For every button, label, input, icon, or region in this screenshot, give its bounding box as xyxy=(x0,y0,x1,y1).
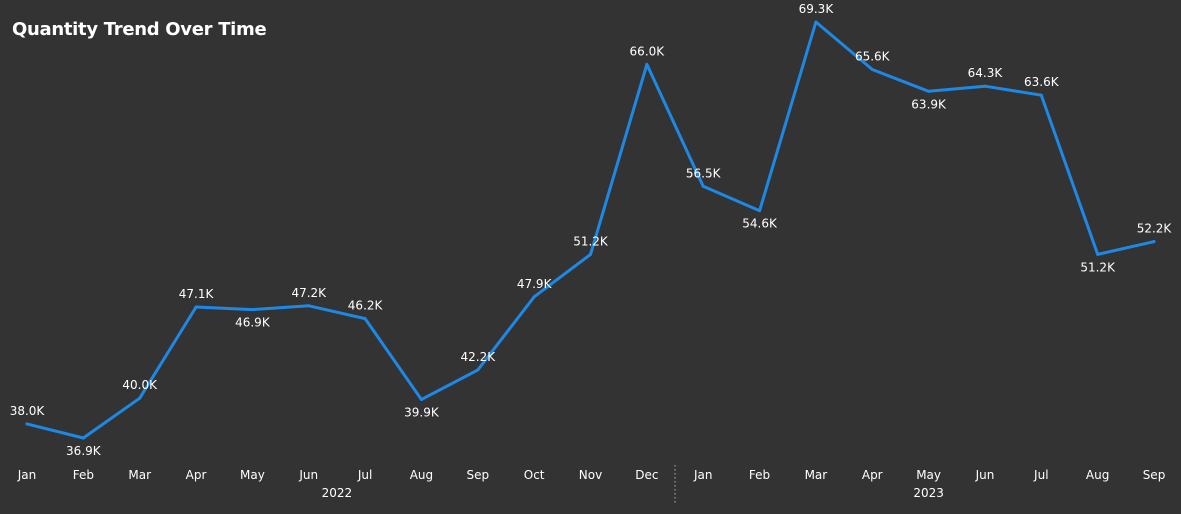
x-tick-label: May xyxy=(240,468,265,482)
x-tick-label: Apr xyxy=(186,468,207,482)
data-label: 47.2K xyxy=(291,286,327,300)
x-tick-label: Apr xyxy=(862,468,883,482)
data-point xyxy=(1096,252,1100,256)
data-label: 65.6K xyxy=(855,50,891,64)
data-point xyxy=(138,396,142,400)
data-label: 39.9K xyxy=(404,405,440,419)
data-label: 52.2K xyxy=(1137,222,1173,236)
data-point xyxy=(532,295,536,299)
data-point xyxy=(25,422,29,426)
data-point xyxy=(81,436,85,440)
data-label: 36.9K xyxy=(66,444,102,458)
x-tick-label: Aug xyxy=(410,468,433,482)
data-label: 51.2K xyxy=(573,234,609,248)
x-tick-label: Feb xyxy=(73,468,94,482)
data-point xyxy=(419,397,423,401)
data-label: 63.9K xyxy=(911,97,947,111)
data-point xyxy=(983,84,987,88)
data-point xyxy=(701,184,705,188)
x-tick-label: Jun xyxy=(298,468,318,482)
x-tick-label: Feb xyxy=(749,468,770,482)
x-tick-label: Jul xyxy=(357,468,372,482)
x-tick-label: Dec xyxy=(635,468,658,482)
data-label: 46.9K xyxy=(235,316,271,330)
data-point xyxy=(589,252,592,256)
x-tick-label: Oct xyxy=(524,468,545,482)
data-label: 66.0K xyxy=(630,44,666,58)
data-point xyxy=(870,68,874,72)
data-point xyxy=(1039,93,1043,97)
data-label: 47.1K xyxy=(179,287,215,301)
x-tick-label: Sep xyxy=(1143,468,1166,482)
data-label: 69.3K xyxy=(799,2,835,16)
data-label: 64.3K xyxy=(968,66,1004,80)
x-tick-label: Nov xyxy=(579,468,602,482)
x-tick-label: Jan xyxy=(693,468,713,482)
data-point xyxy=(363,317,367,321)
data-point xyxy=(645,62,649,66)
data-label: 63.6K xyxy=(1024,75,1060,89)
data-point xyxy=(250,308,254,312)
x-tick-label: Jun xyxy=(975,468,995,482)
data-label: 54.6K xyxy=(742,217,778,231)
data-label: 56.5K xyxy=(686,166,722,180)
x-year-label: 2022 xyxy=(322,486,353,500)
x-tick-label: Jan xyxy=(17,468,37,482)
x-year-label: 2023 xyxy=(913,486,944,500)
data-point xyxy=(476,368,480,372)
data-label: 47.9K xyxy=(517,277,553,291)
data-point xyxy=(927,89,931,93)
x-tick-label: Mar xyxy=(128,468,151,482)
series-line xyxy=(25,20,1156,440)
data-label: 40.0K xyxy=(122,378,158,392)
data-label: 38.0K xyxy=(10,404,46,418)
data-point xyxy=(1152,240,1156,244)
x-tick-label: Sep xyxy=(466,468,489,482)
x-tick-label: Mar xyxy=(805,468,828,482)
data-point xyxy=(758,209,762,213)
x-tick-label: Jul xyxy=(1033,468,1048,482)
chart-title: Quantity Trend Over Time xyxy=(12,19,267,40)
data-label: 42.2K xyxy=(461,350,497,364)
data-point xyxy=(194,305,198,309)
x-tick-label: May xyxy=(916,468,941,482)
data-label: 46.2K xyxy=(348,299,384,313)
data-point xyxy=(814,20,818,24)
data-label: 51.2K xyxy=(1080,260,1116,274)
data-point xyxy=(307,304,311,308)
x-tick-label: Aug xyxy=(1086,468,1109,482)
